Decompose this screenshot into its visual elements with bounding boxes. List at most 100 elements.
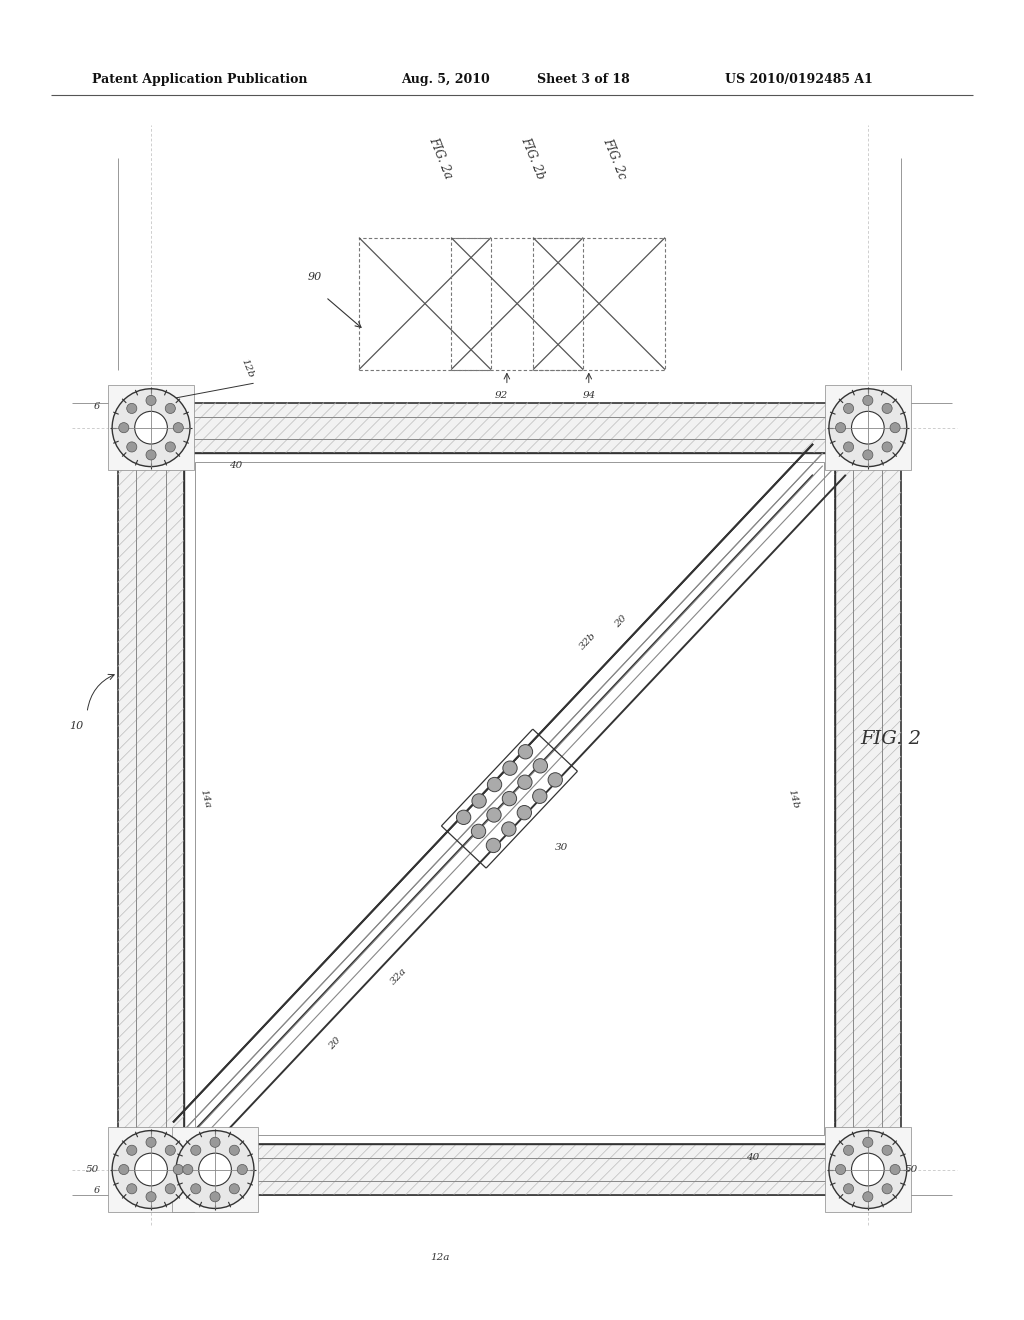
Bar (172, 1127, 258, 1212)
Text: 40: 40 (839, 405, 851, 413)
Text: 6: 6 (94, 1187, 100, 1195)
Circle shape (882, 404, 892, 413)
Circle shape (532, 789, 547, 804)
Circle shape (882, 1146, 892, 1155)
Circle shape (534, 759, 548, 774)
Bar (184, 453, 835, 1144)
Circle shape (127, 1146, 137, 1155)
Circle shape (210, 1192, 220, 1201)
Circle shape (113, 1131, 190, 1208)
Text: Patent Application Publication: Patent Application Publication (92, 73, 307, 86)
Bar (118, 1144, 901, 1195)
Text: 50: 50 (188, 1172, 201, 1180)
Circle shape (146, 450, 156, 459)
Circle shape (457, 810, 471, 825)
Circle shape (890, 1164, 900, 1175)
Text: 30: 30 (555, 843, 568, 853)
Circle shape (882, 1184, 892, 1193)
Circle shape (852, 412, 884, 444)
Circle shape (127, 442, 137, 451)
Circle shape (828, 1131, 907, 1208)
Circle shape (863, 1192, 872, 1201)
Circle shape (238, 1164, 248, 1175)
Circle shape (173, 422, 183, 433)
Text: 50: 50 (86, 1166, 98, 1173)
Text: US 2010/0192485 A1: US 2010/0192485 A1 (725, 73, 872, 86)
Circle shape (190, 1146, 201, 1155)
Circle shape (190, 1184, 201, 1193)
Bar (825, 385, 910, 470)
Circle shape (503, 762, 517, 775)
Circle shape (165, 404, 175, 413)
Text: 14a: 14a (198, 788, 212, 809)
Bar (825, 1127, 910, 1212)
Circle shape (165, 1146, 175, 1155)
Text: FIG. 2a: FIG. 2a (426, 136, 455, 181)
Circle shape (182, 1164, 193, 1175)
Text: Sheet 3 of 18: Sheet 3 of 18 (538, 73, 630, 86)
Circle shape (844, 1146, 854, 1155)
Circle shape (518, 775, 532, 789)
Circle shape (882, 442, 892, 451)
Circle shape (135, 412, 167, 444)
Circle shape (844, 1184, 854, 1193)
Text: 10: 10 (70, 721, 84, 731)
Circle shape (828, 389, 907, 466)
Text: 40: 40 (229, 462, 242, 470)
Circle shape (229, 1146, 240, 1155)
Text: 40: 40 (746, 1154, 759, 1162)
Text: FIG. 2b: FIG. 2b (518, 136, 547, 181)
Bar (109, 1127, 194, 1212)
Circle shape (518, 744, 532, 759)
Circle shape (486, 838, 501, 853)
Circle shape (146, 1138, 156, 1147)
Text: 14b: 14b (786, 788, 801, 809)
Circle shape (146, 396, 156, 405)
Circle shape (127, 404, 137, 413)
Circle shape (210, 1138, 220, 1147)
Bar (195, 462, 824, 1135)
Text: 50: 50 (839, 1166, 851, 1173)
Circle shape (165, 442, 175, 451)
Text: 20: 20 (612, 614, 629, 630)
Text: 92: 92 (496, 392, 508, 400)
Bar (118, 403, 901, 453)
Text: FIG. 2: FIG. 2 (860, 730, 922, 748)
Circle shape (165, 1184, 175, 1193)
Circle shape (502, 822, 516, 836)
Circle shape (844, 442, 854, 451)
Circle shape (863, 396, 872, 405)
Circle shape (176, 1131, 254, 1208)
Circle shape (472, 793, 486, 808)
Circle shape (487, 777, 502, 792)
Circle shape (852, 1154, 884, 1185)
Circle shape (890, 422, 900, 433)
Bar (109, 385, 194, 470)
Bar (534, 238, 665, 370)
Circle shape (229, 1184, 240, 1193)
Circle shape (863, 1138, 872, 1147)
Text: FIG. 2c: FIG. 2c (600, 136, 629, 181)
Text: 6: 6 (94, 403, 100, 411)
Bar (359, 238, 490, 370)
Circle shape (173, 1164, 183, 1175)
Text: Aug. 5, 2010: Aug. 5, 2010 (401, 73, 489, 86)
Circle shape (199, 1154, 231, 1185)
Circle shape (836, 1164, 846, 1175)
Circle shape (863, 450, 872, 459)
Circle shape (548, 772, 562, 787)
Text: 12b: 12b (240, 358, 256, 379)
Circle shape (471, 824, 485, 838)
Bar (118, 403, 184, 1195)
Text: 90: 90 (307, 272, 322, 282)
Bar (835, 403, 901, 1195)
Circle shape (836, 422, 846, 433)
Text: 32b: 32b (578, 631, 597, 652)
Circle shape (502, 792, 516, 805)
Text: 50: 50 (905, 1166, 918, 1173)
Circle shape (135, 1154, 167, 1185)
Circle shape (113, 389, 190, 466)
Circle shape (127, 1184, 137, 1193)
Circle shape (844, 404, 854, 413)
Text: 32a: 32a (388, 966, 409, 986)
